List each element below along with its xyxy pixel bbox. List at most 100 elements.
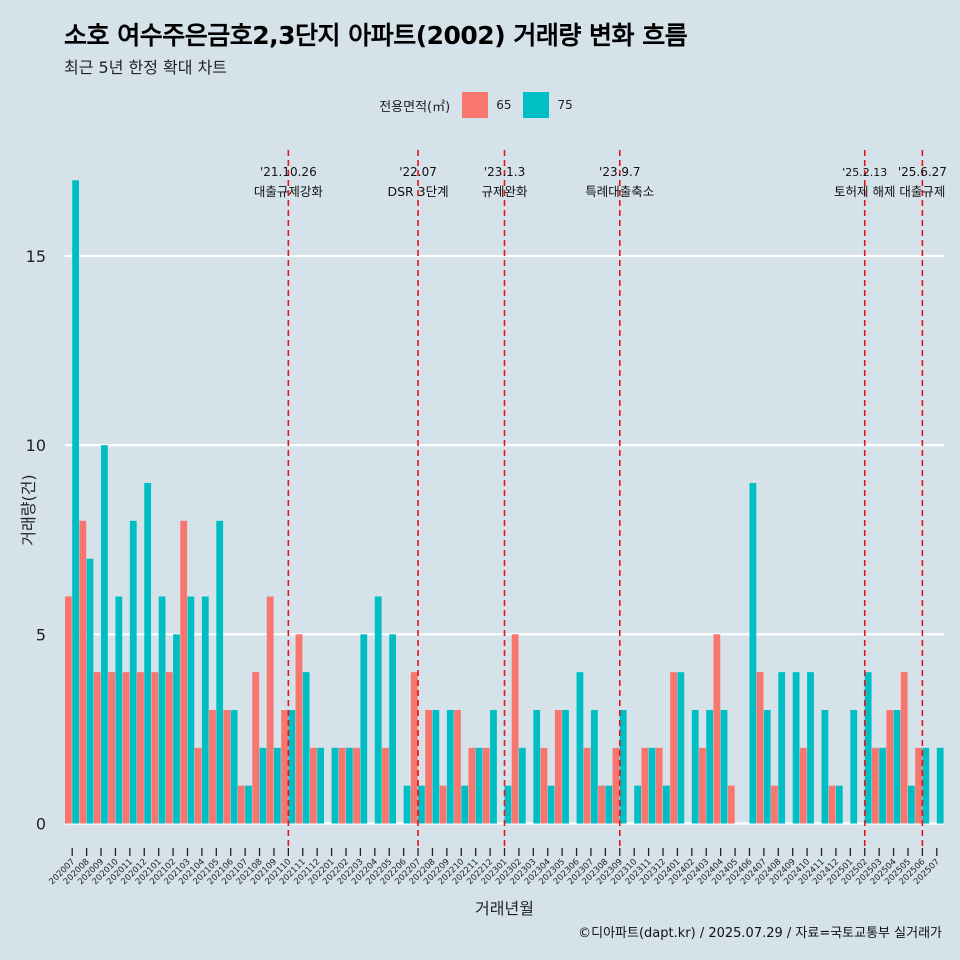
bar-75-202406 [749,482,757,824]
bar-65-202102 [165,672,173,824]
bar-75-202212 [490,710,497,824]
bar-75-202110 [288,710,296,824]
bar-75-202412 [835,785,843,824]
event-date-label: '22.07 [399,165,437,179]
bar-65-202311 [641,747,649,824]
bar-65-202009 [93,672,101,824]
bar-65-202108 [252,672,260,824]
event-name-label: 특례대출축소 [585,184,654,199]
bar-75-202310 [634,785,641,824]
legend-key-65 [462,92,489,118]
bar-65-202109 [266,596,274,824]
legend-key-75 [523,92,550,118]
bar-75-202011 [129,520,137,824]
bar-65-202111 [295,634,303,824]
bar-75-202304 [547,785,555,824]
bar-75-202009 [101,445,108,824]
bar-65-202410 [799,747,807,824]
bar-65-202505 [900,672,908,824]
bar-75-202303 [533,710,541,824]
bar-75-202204 [374,596,382,824]
bar-75-202308 [605,785,613,824]
bar-75-202403 [706,710,714,824]
bar-75-202109 [273,747,281,824]
bar-75-202203 [360,634,368,824]
bar-65-202405 [727,785,735,824]
bar-75-202408 [778,672,786,824]
event-name-label: 토허제 해제 [834,184,895,199]
event-date-label: '21.10.26 [260,165,317,179]
bar-75-202007 [72,180,80,824]
bar-75-202206 [403,785,411,824]
bar-75-202305 [562,710,569,824]
y-tick-label: 10 [26,436,46,455]
legend-label-75: 75 [557,98,573,112]
bar-65-202504 [886,710,894,824]
x-axis-title: 거래년월 [475,899,534,918]
bar-65-202401 [670,672,678,824]
bar-75-202503 [879,747,886,824]
bar-65-202307 [583,747,591,824]
bar-65-202205 [382,747,389,824]
chart-subtitle: 최근 5년 한정 확대 차트 [64,58,228,77]
event-date-label: '23.1.3 [484,165,525,179]
bar-75-202102 [173,634,180,824]
y-tick-label: 15 [26,247,46,266]
bar-75-202211 [475,747,483,824]
bar-75-202205 [389,634,397,824]
bar-65-202103 [180,520,188,824]
bar-75-202012 [144,482,152,824]
event-date-label: '23.9.7 [599,165,640,179]
bar-75-202402 [691,710,699,824]
bar-75-202407 [763,710,771,824]
bar-65-202403 [699,747,706,824]
bar-75-202112 [317,747,324,824]
bar-65-202404 [713,634,721,824]
bar-75-202505 [907,785,915,824]
bar-75-202107 [245,785,252,824]
bar-75-202404 [720,710,728,824]
bar-75-202409 [792,672,800,824]
bar-75-202502 [864,672,872,824]
bar-75-202210 [461,785,469,824]
bar-75-202106 [230,710,238,824]
bar-75-202208 [432,710,440,824]
event-date-label: '25.6.27 [898,165,947,179]
bar-75-202201 [331,747,339,824]
event-name-label: DSR 3단계 [387,184,448,199]
bar-75-202101 [158,596,166,824]
bar-65-202308 [598,785,605,824]
bar-75-202209 [446,710,454,824]
bar-65-202105 [209,710,216,824]
event-date-label: '25.2.13 [842,166,887,179]
bar-75-202301 [504,785,512,824]
bar-65-202302 [511,634,519,824]
bar-65-202210 [454,710,461,824]
bar-75-202311 [648,747,656,824]
event-name-label: 대출규제 [899,184,945,199]
bar-65-202107 [237,785,245,824]
bar-75-202010 [115,596,123,824]
bar-65-202212 [482,747,490,824]
event-name-label: 규제완화 [481,184,528,199]
bar-65-202305 [554,710,562,824]
legend-label-65: 65 [496,98,512,112]
bar-75-202307 [590,710,598,824]
bar-75-202202 [345,747,353,824]
legend-title: 전용면적(㎡) [379,99,451,115]
bar-65-202010 [108,672,116,824]
bar-65-202112 [309,747,317,824]
y-axis-title: 거래량(건) [19,474,38,545]
bar-65-202202 [338,747,346,824]
event-name-label: 대출규제강화 [254,184,324,199]
bar-75-202105 [216,520,224,824]
bar-65-202408 [771,785,778,824]
bar-65-202208 [425,710,433,824]
bar-65-202304 [540,747,548,824]
bar-65-202209 [439,785,447,824]
bar-65-202203 [353,747,361,824]
bar-75-202410 [807,672,814,824]
bar-65-202011 [122,672,130,824]
bar-75-202507 [936,747,944,824]
